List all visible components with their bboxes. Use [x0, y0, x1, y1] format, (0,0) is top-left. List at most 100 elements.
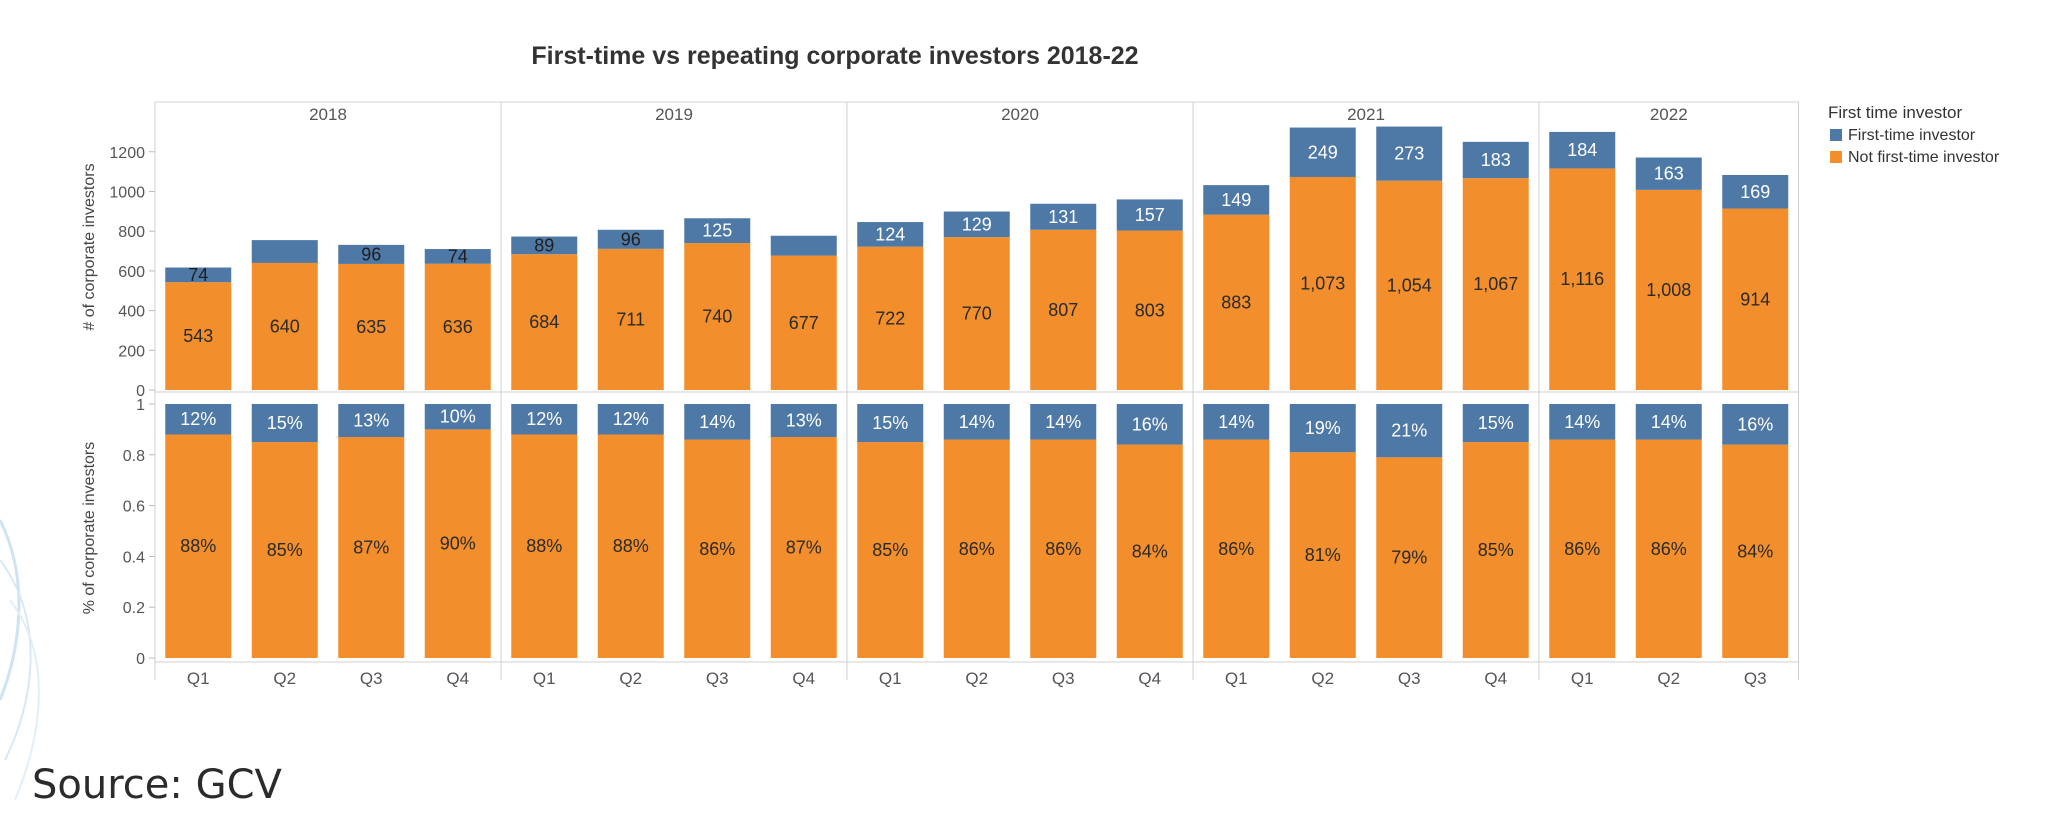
data-label: 677 [789, 313, 819, 333]
data-label: 543 [183, 326, 213, 346]
bar [1549, 131, 1616, 169]
data-label: 14% [1651, 412, 1687, 432]
y-tick-label: 400 [118, 304, 145, 321]
data-label: 711 [616, 309, 645, 329]
bar [1116, 230, 1183, 390]
y-tick-label: 0.8 [123, 448, 145, 465]
data-label: 87% [786, 538, 822, 558]
data-label: 10% [440, 407, 476, 427]
bar [511, 404, 578, 435]
bar [338, 437, 405, 658]
bar [857, 442, 924, 658]
x-tick-label: Q2 [619, 669, 642, 688]
bar [1462, 442, 1529, 658]
x-tick-label: Q3 [360, 669, 383, 688]
data-label: 13% [786, 411, 822, 431]
data-label: 125 [702, 221, 732, 241]
data-label: 14% [1045, 412, 1081, 432]
data-label: 74 [188, 265, 208, 285]
bar [1376, 180, 1443, 390]
data-label: 15% [267, 413, 303, 433]
legend-title: First time investor [1828, 103, 1962, 122]
bar [857, 222, 924, 247]
year-label: 2020 [1001, 105, 1039, 124]
data-label: 183 [1481, 150, 1511, 170]
x-tick-label: Q4 [1138, 669, 1161, 688]
bar [1376, 126, 1443, 181]
bar [684, 218, 751, 244]
data-label: 169 [1740, 182, 1770, 202]
bar [1203, 214, 1270, 390]
data-label: 89 [534, 235, 554, 255]
bar [770, 437, 837, 658]
y-tick-label: 200 [118, 343, 145, 360]
bar [424, 429, 491, 658]
plot-area: 2018 2019 2020 2021 2022 0 200 400 600 800 1000 120… [81, 101, 1799, 688]
bar [1376, 457, 1443, 658]
bar [1030, 229, 1097, 390]
y-tick-label: 1 [136, 397, 145, 414]
y-tick-label: 600 [118, 264, 145, 281]
bar [1289, 176, 1356, 390]
x-tick-label: Q4 [1484, 669, 1507, 688]
y-tick-label: 0.4 [123, 549, 145, 566]
bar [251, 404, 318, 443]
data-label: 16% [1132, 414, 1168, 434]
bar [1462, 178, 1529, 390]
data-label: 85% [1478, 540, 1514, 560]
data-label: 184 [1567, 140, 1597, 160]
x-tick-label: Q2 [965, 669, 988, 688]
y-tick-label: 0 [136, 383, 145, 400]
data-label: 15% [1478, 413, 1514, 433]
bar [1722, 208, 1789, 390]
bar [338, 244, 405, 264]
data-label: 86% [699, 539, 735, 559]
bar [1635, 439, 1702, 658]
x-tick-label: Q1 [1225, 669, 1248, 688]
data-label: 914 [1740, 289, 1770, 309]
legend-entry: Not first-time investor [1848, 149, 2000, 166]
data-label: 163 [1654, 164, 1684, 184]
bar [1116, 444, 1183, 658]
data-label: 84% [1737, 541, 1773, 561]
bar [1635, 189, 1702, 390]
bar [597, 248, 664, 390]
bar [597, 229, 664, 249]
data-label: 883 [1221, 292, 1251, 312]
bar [1635, 157, 1702, 190]
bar [684, 243, 751, 390]
bar [1289, 452, 1356, 658]
bar [251, 442, 318, 658]
bar [1203, 404, 1270, 440]
y-axis-label: # of corporate investors [81, 163, 98, 330]
x-tick-label: Q4 [792, 669, 815, 688]
bar [1289, 127, 1356, 177]
year-label: 2021 [1347, 105, 1385, 124]
bar [1722, 404, 1789, 445]
chart: First-time vs repeating corporate invest… [81, 42, 2000, 688]
y-tick-label: 0.2 [123, 600, 145, 617]
data-label: 81% [1305, 545, 1341, 565]
x-tick-label: Q3 [1398, 669, 1421, 688]
x-tick-label: Q2 [1657, 669, 1680, 688]
bar [424, 263, 491, 390]
y-tick-label: 800 [118, 224, 145, 241]
bar [857, 246, 924, 390]
bar [770, 235, 837, 256]
data-label: 12% [180, 409, 216, 429]
bar [1635, 404, 1702, 440]
bar [165, 282, 232, 390]
data-label: 90% [440, 534, 476, 554]
bar [1116, 404, 1183, 445]
bar [943, 237, 1010, 390]
bar [424, 404, 491, 430]
y-tick-label: 1200 [109, 145, 145, 162]
data-label: 14% [699, 412, 735, 432]
data-label: 249 [1308, 142, 1338, 162]
data-label: 635 [356, 317, 386, 337]
data-label: 14% [959, 412, 995, 432]
bar [165, 267, 232, 283]
data-label: 1,067 [1473, 274, 1518, 294]
bar [251, 240, 318, 263]
